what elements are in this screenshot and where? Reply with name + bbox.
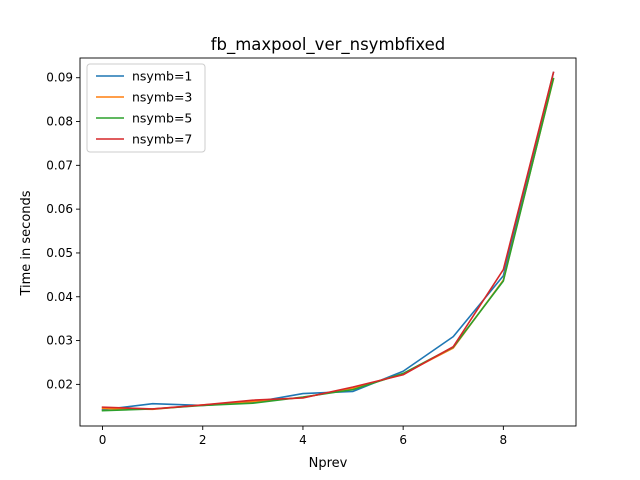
legend-label-4: nsymb=7 xyxy=(132,132,192,147)
x-tick-label: 8 xyxy=(500,433,508,447)
y-tick-label: 0.04 xyxy=(46,290,73,304)
series-line-4 xyxy=(101,71,555,410)
y-tick-label: 0.02 xyxy=(46,377,73,391)
legend-label-3: nsymb=5 xyxy=(132,111,192,126)
x-tick-label: 4 xyxy=(299,433,307,447)
x-axis: 0 2 4 6 8 xyxy=(99,426,507,447)
y-tick-label: 0.05 xyxy=(46,246,73,260)
legend-box xyxy=(86,63,206,153)
y-tick-label: 0.09 xyxy=(46,71,73,85)
x-axis-label: Nprev xyxy=(309,456,348,471)
y-tick-label: 0.06 xyxy=(46,202,73,216)
legend-label-1: nsymb=1 xyxy=(132,69,192,84)
x-tick-label: 6 xyxy=(399,433,407,447)
chart-title: fb_maxpool_ver_nsymbfixed xyxy=(211,35,446,55)
axes-frame xyxy=(79,57,577,427)
y-tick-label: 0.07 xyxy=(46,158,73,172)
y-axis: 0.02 0.03 0.04 0.05 0.06 0.07 0.08 0.09 xyxy=(46,71,80,391)
y-tick-label: 0.08 xyxy=(46,115,73,129)
y-tick-label: 0.03 xyxy=(46,334,73,348)
legend: nsymb=1 nsymb=3 nsymb=5 nsymb=7 xyxy=(86,63,206,153)
plot-area xyxy=(79,57,577,427)
y-axis-label: Time in seconds xyxy=(19,190,34,296)
x-tick-label: 0 xyxy=(99,433,107,447)
legend-label-2: nsymb=3 xyxy=(132,90,192,105)
x-tick-label: 2 xyxy=(199,433,207,447)
